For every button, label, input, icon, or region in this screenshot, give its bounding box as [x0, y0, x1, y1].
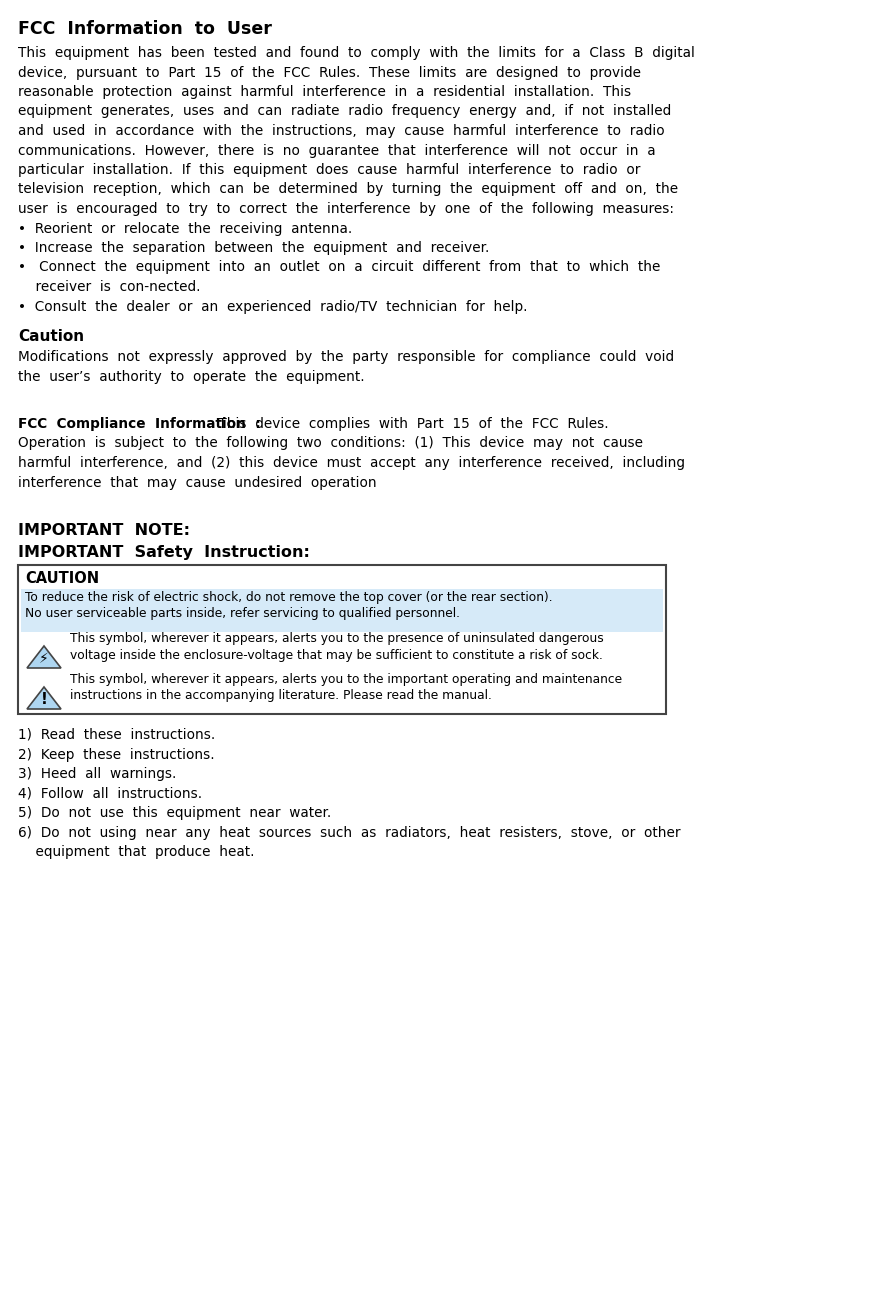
Text: This symbol, wherever it appears, alerts you to the important operating and main: This symbol, wherever it appears, alerts… [70, 673, 622, 686]
Text: harmful  interference,  and  (2)  this  device  must  accept  any  interference : harmful interference, and (2) this devic… [18, 456, 685, 470]
Text: •   Connect  the  equipment  into  an  outlet  on  a  circuit  different  from  : • Connect the equipment into an outlet o… [18, 261, 660, 274]
Text: This  device  complies  with  Part  15  of  the  FCC  Rules.: This device complies with Part 15 of the… [214, 417, 608, 432]
Text: FCC  Compliance  Information  :: FCC Compliance Information : [18, 417, 260, 432]
Polygon shape [27, 687, 61, 709]
Text: voltage inside the enclosure-voltage that may be sufficient to constitute a risk: voltage inside the enclosure-voltage tha… [70, 649, 603, 662]
Text: FCC  Information  to  User: FCC Information to User [18, 19, 272, 37]
Text: 3)  Heed  all  warnings.: 3) Heed all warnings. [18, 767, 177, 780]
Text: Modifications  not  expressly  approved  by  the  party  responsible  for  compl: Modifications not expressly approved by … [18, 350, 674, 364]
Text: •  Reorient  or  relocate  the  receiving  antenna.: • Reorient or relocate the receiving ant… [18, 221, 352, 235]
Text: To reduce the risk of electric shock, do not remove the top cover (or the rear s: To reduce the risk of electric shock, do… [25, 590, 553, 603]
Text: Operation  is  subject  to  the  following  two  conditions:  (1)  This  device : Operation is subject to the following tw… [18, 437, 643, 451]
Text: interference  that  may  cause  undesired  operation: interference that may cause undesired op… [18, 475, 376, 490]
Text: television  reception,  which  can  be  determined  by  turning  the  equipment : television reception, which can be deter… [18, 182, 678, 196]
Text: 6)  Do  not  using  near  any  heat  sources  such  as  radiators,  heat  resist: 6) Do not using near any heat sources su… [18, 826, 681, 840]
Text: IMPORTANT  Safety  Instruction:: IMPORTANT Safety Instruction: [18, 545, 310, 559]
Text: !: ! [40, 693, 47, 708]
Text: 1)  Read  these  instructions.: 1) Read these instructions. [18, 727, 215, 742]
Text: Caution: Caution [18, 329, 84, 344]
Text: ⚡: ⚡ [39, 652, 49, 665]
Text: particular  installation.  If  this  equipment  does  cause  harmful  interferen: particular installation. If this equipme… [18, 163, 640, 177]
Text: reasonable  protection  against  harmful  interference  in  a  residential  inst: reasonable protection against harmful in… [18, 85, 632, 99]
Text: receiver  is  con-nected.: receiver is con-nected. [18, 280, 201, 295]
Text: equipment  that  produce  heat.: equipment that produce heat. [18, 845, 254, 859]
Bar [21, 589, 663, 632]
Text: This symbol, wherever it appears, alerts you to the presence of uninsulated dang: This symbol, wherever it appears, alerts… [70, 632, 604, 645]
Text: user  is  encouraged  to  try  to  correct  the  interference  by  one  of  the : user is encouraged to try to correct the… [18, 202, 674, 216]
Text: •  Consult  the  dealer  or  an  experienced  radio/TV  technician  for  help.: • Consult the dealer or an experienced r… [18, 300, 527, 314]
Text: and  used  in  accordance  with  the  instructions,  may  cause  harmful  interf: and used in accordance with the instruct… [18, 124, 665, 138]
Bar [18, 565, 666, 714]
Text: 4)  Follow  all  instructions.: 4) Follow all instructions. [18, 787, 202, 801]
Text: No user serviceable parts inside, refer servicing to qualified personnel.: No user serviceable parts inside, refer … [25, 607, 460, 620]
Text: the  user’s  authority  to  operate  the  equipment.: the user’s authority to operate the equi… [18, 370, 365, 384]
Polygon shape [27, 646, 61, 668]
Text: 2)  Keep  these  instructions.: 2) Keep these instructions. [18, 748, 215, 761]
Text: equipment  generates,  uses  and  can  radiate  radio  frequency  energy  and,  : equipment generates, uses and can radiat… [18, 105, 672, 119]
Text: CAUTION: CAUTION [25, 571, 99, 587]
Text: communications.  However,  there  is  no  guarantee  that  interference  will  n: communications. However, there is no gua… [18, 143, 656, 158]
Text: •  Increase  the  separation  between  the  equipment  and  receiver.: • Increase the separation between the eq… [18, 242, 490, 255]
Text: 5)  Do  not  use  this  equipment  near  water.: 5) Do not use this equipment near water. [18, 806, 331, 820]
Text: instructions in the accompanying literature. Please read the manual.: instructions in the accompanying literat… [70, 690, 491, 703]
Text: This  equipment  has  been  tested  and  found  to  comply  with  the  limits  f: This equipment has been tested and found… [18, 47, 695, 59]
Text: device,  pursuant  to  Part  15  of  the  FCC  Rules.  These  limits  are  desig: device, pursuant to Part 15 of the FCC R… [18, 66, 641, 80]
Text: IMPORTANT  NOTE:: IMPORTANT NOTE: [18, 523, 190, 537]
